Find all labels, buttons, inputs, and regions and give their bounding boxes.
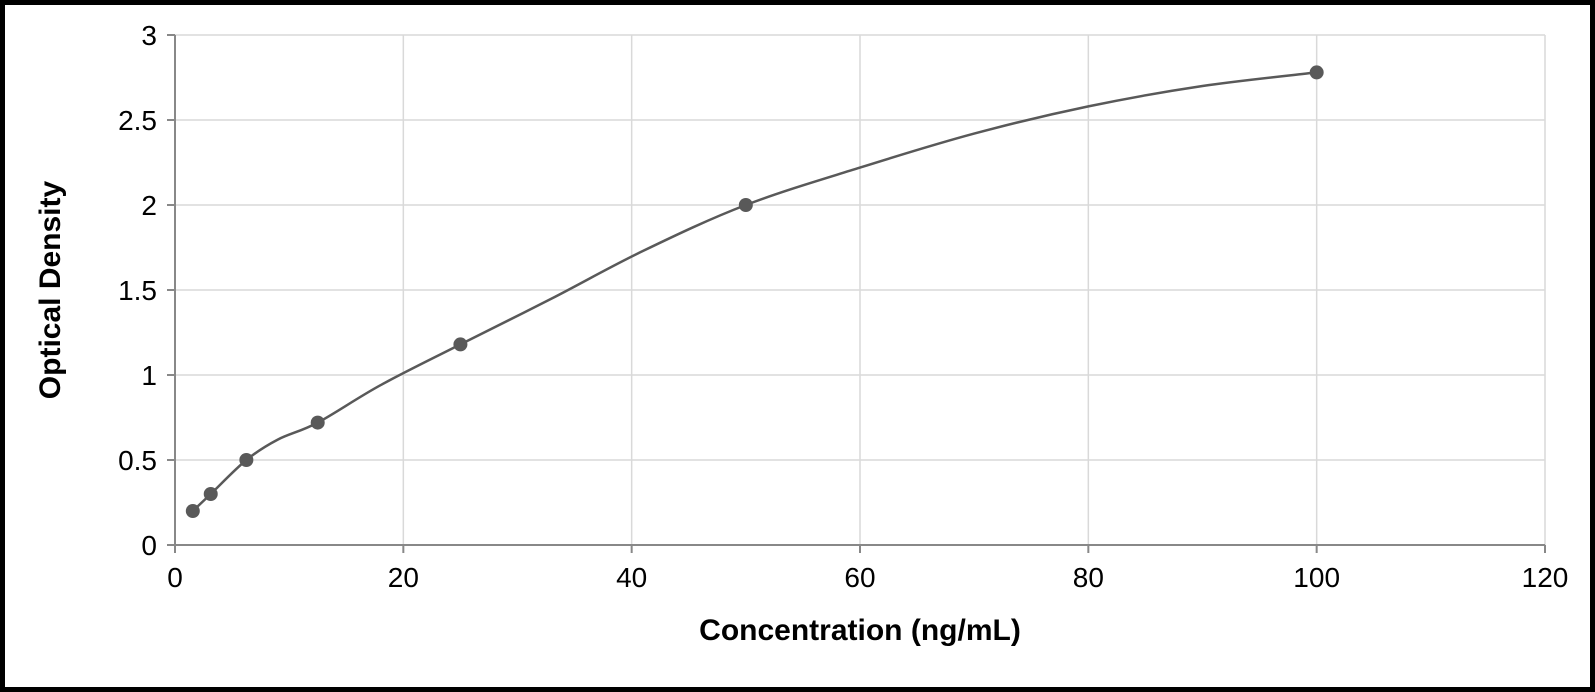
x-tick-label: 0: [167, 562, 183, 593]
data-point: [311, 416, 325, 430]
y-tick-label: 0.5: [118, 445, 157, 476]
plot-background: [5, 5, 1590, 687]
chart-svg: 0 20 40 60 80 100 120 0 0.5 1 1.5 2 2.5 3 Concentratio…: [5, 5, 1590, 687]
y-axis-label: Optical Density: [34, 180, 67, 399]
data-point: [739, 198, 753, 212]
data-point: [453, 337, 467, 351]
y-tick-label: 2: [141, 190, 157, 221]
y-tick-label: 3: [141, 20, 157, 51]
x-tick-label: 100: [1293, 562, 1340, 593]
y-tick-label: 1: [141, 360, 157, 391]
data-point: [204, 487, 218, 501]
x-tick-label: 60: [844, 562, 875, 593]
x-tick-label: 120: [1522, 562, 1569, 593]
x-tick-label: 20: [388, 562, 419, 593]
chart-frame: 0 20 40 60 80 100 120 0 0.5 1 1.5 2 2.5 3 Concentratio…: [0, 0, 1595, 692]
x-tick-label: 40: [616, 562, 647, 593]
x-axis-label: Concentration (ng/mL): [699, 614, 1021, 647]
data-point: [239, 453, 253, 467]
data-point: [1310, 65, 1324, 79]
x-tick-label: 80: [1073, 562, 1104, 593]
y-tick-label: 0: [141, 530, 157, 561]
y-tick-label: 2.5: [118, 105, 157, 136]
y-tick-label: 1.5: [118, 275, 157, 306]
data-point: [186, 504, 200, 518]
